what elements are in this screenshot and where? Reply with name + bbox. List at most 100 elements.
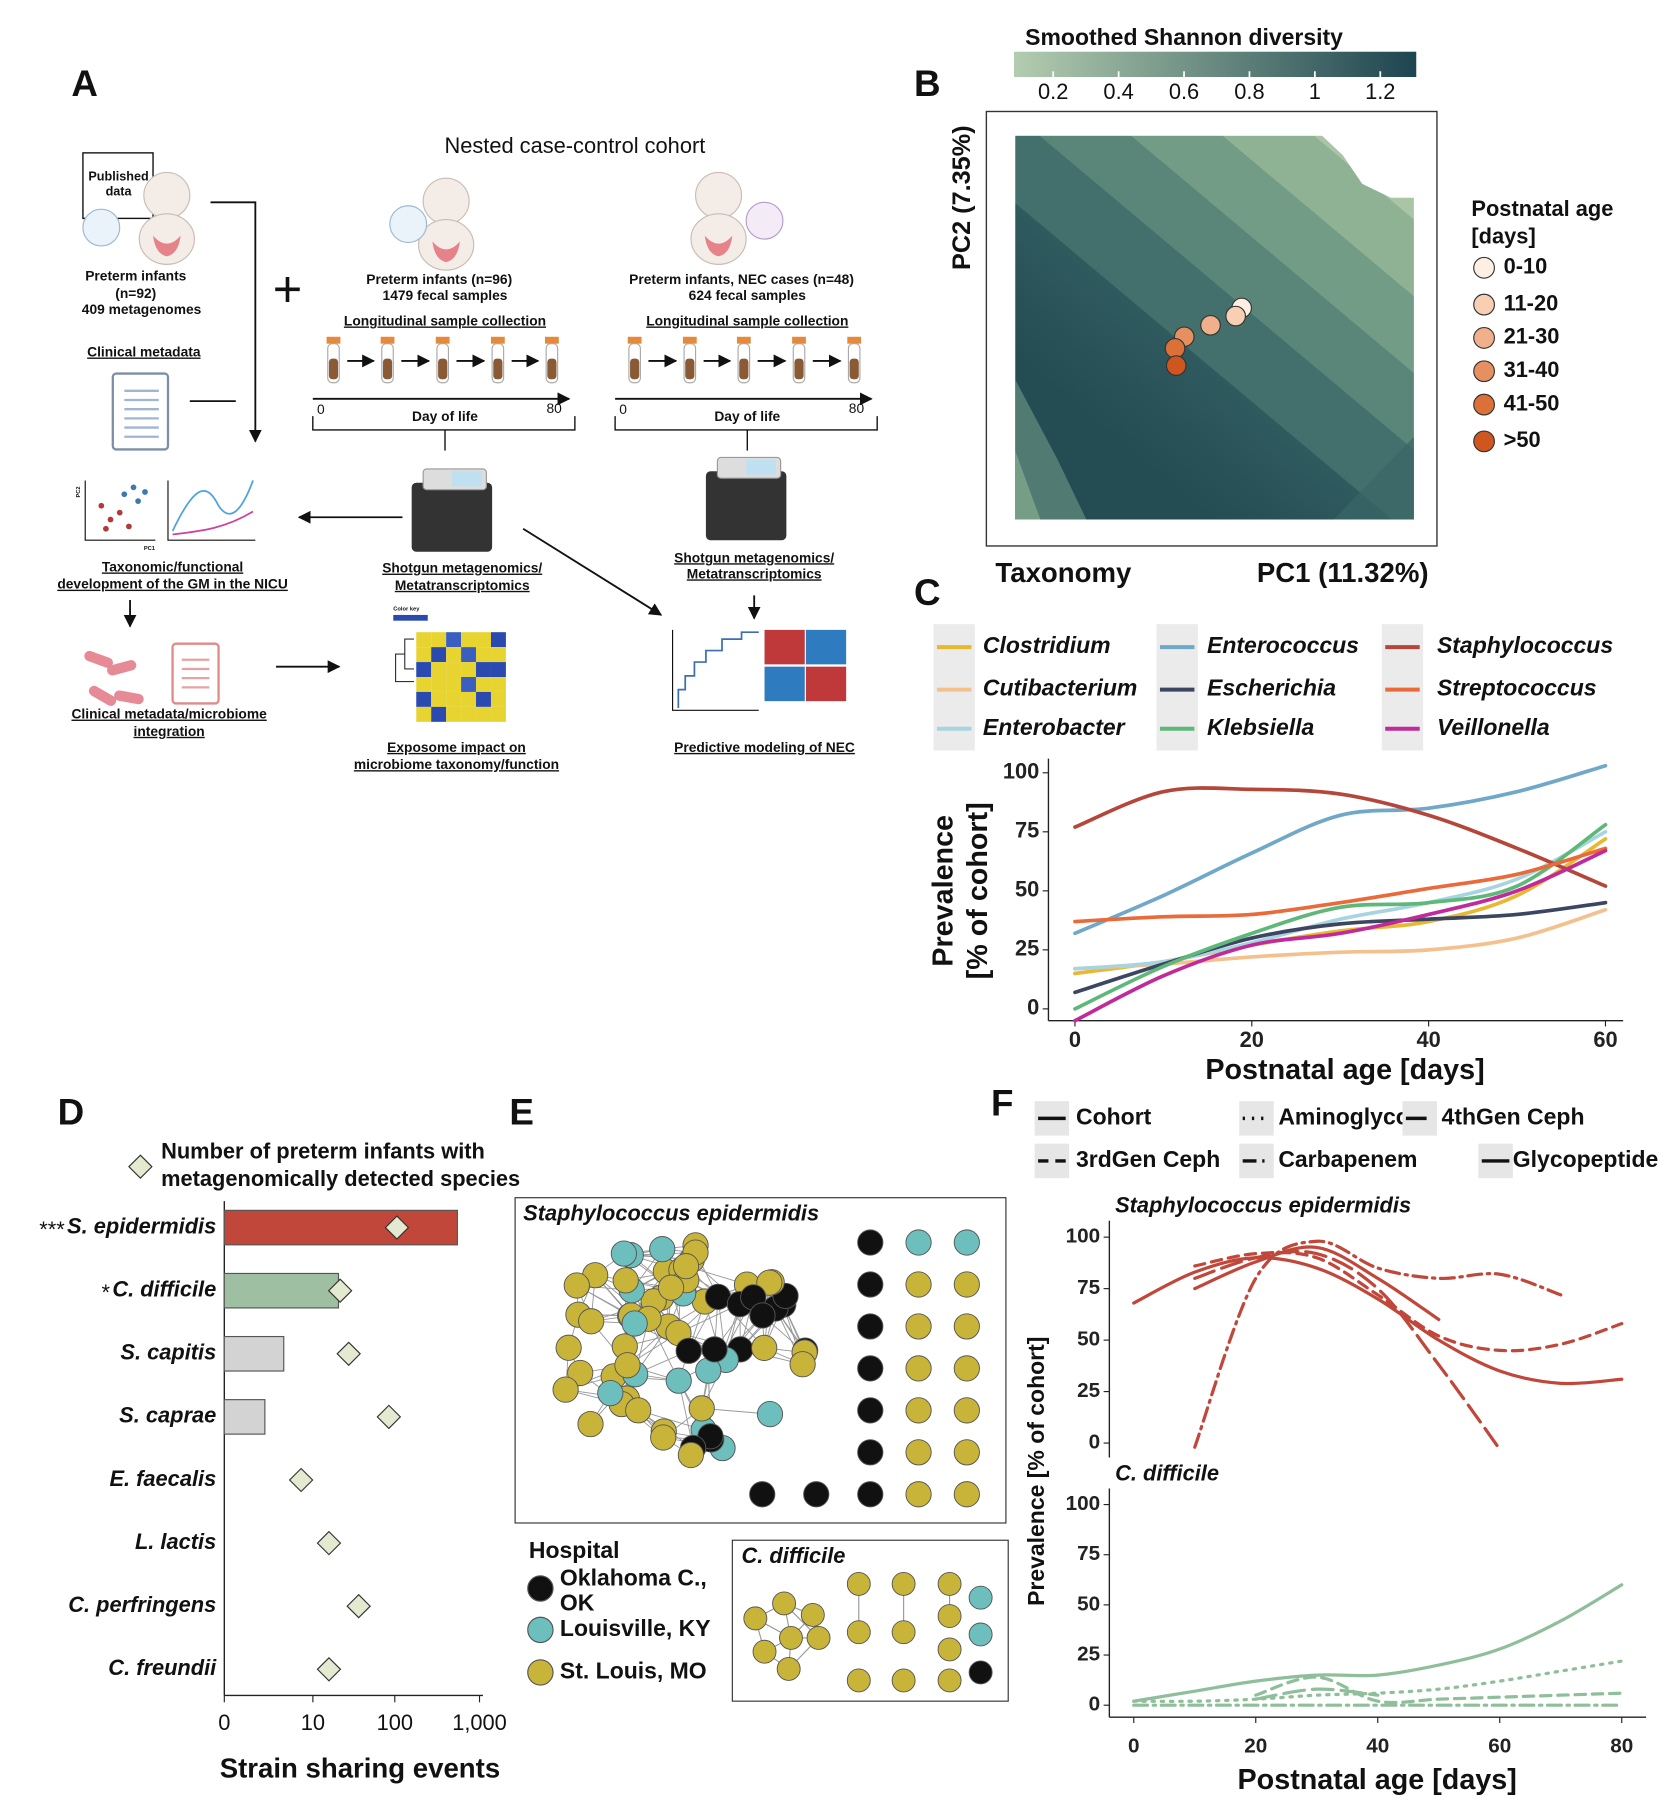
network-node — [846, 1571, 871, 1596]
icon-cell — [764, 629, 805, 665]
network-node — [953, 1313, 980, 1340]
tube-sample — [630, 358, 640, 380]
label: E. faecalis — [109, 1466, 216, 1491]
label: Cutibacterium — [983, 675, 1137, 701]
bar — [223, 1272, 340, 1309]
icon-curve — [171, 480, 254, 532]
label: [days] — [1471, 224, 1535, 249]
label: Enterococcus — [1207, 632, 1359, 658]
network-node — [612, 1267, 639, 1294]
tube-cap — [736, 336, 751, 344]
label: A — [71, 63, 98, 104]
icon-dot — [142, 489, 148, 495]
label: C. freundii — [108, 1655, 217, 1680]
series-line — [1073, 822, 1608, 1011]
tube-sample — [849, 358, 859, 380]
heatmap-cell — [416, 632, 432, 648]
infant-marker — [376, 1404, 402, 1430]
arrow — [522, 527, 663, 616]
colorbar — [1013, 51, 1417, 78]
label: Preterm infants (n=96) — [366, 272, 512, 287]
network-node — [688, 1395, 715, 1422]
heatmap-cell — [461, 706, 477, 722]
label: Number of preterm infants with — [161, 1139, 485, 1164]
label: Enterobacter — [983, 714, 1126, 740]
label: 100 — [1066, 1225, 1101, 1248]
label: Nested case-control cohort — [444, 133, 705, 158]
gut-icon — [153, 235, 181, 257]
network-node — [672, 1253, 700, 1280]
label: OK — [560, 1590, 595, 1616]
label: Clinical metadata — [87, 345, 201, 360]
network-node — [597, 1379, 624, 1407]
icon-cell — [805, 629, 847, 665]
network-node — [701, 1336, 728, 1363]
label: Veillonella — [1437, 714, 1550, 740]
tube-sample — [493, 358, 503, 380]
label: 4thGen Ceph — [1442, 1103, 1585, 1129]
label: Staphylococcus epidermidis — [1115, 1193, 1411, 1218]
network-node — [806, 1625, 831, 1650]
label: 0 — [619, 402, 627, 417]
label: L. lactis — [135, 1529, 216, 1554]
network-node — [649, 1236, 676, 1263]
network-node — [677, 1441, 704, 1469]
label: 1 — [1309, 79, 1321, 104]
network-node — [905, 1397, 932, 1424]
legend-marker — [1473, 393, 1495, 416]
bar — [223, 1335, 285, 1372]
label: Preterm infants, NEC cases (n=48) — [629, 272, 854, 287]
label: Shotgun metagenomics/ — [382, 561, 542, 576]
label: 100 — [377, 1710, 413, 1735]
heatmap-cell — [431, 632, 447, 648]
tube-cap — [435, 336, 450, 344]
legend-key-bg — [1156, 624, 1198, 751]
label: + — [273, 260, 303, 317]
label: Streptococcus — [1437, 675, 1597, 701]
label: Postnatal age [days] — [1205, 1054, 1484, 1086]
infant-marker — [384, 1215, 410, 1240]
label: E — [509, 1092, 534, 1133]
icon-dot — [103, 525, 109, 532]
heatmap-cell — [476, 691, 491, 707]
label: Clinical metadata/microbiome — [71, 707, 267, 722]
series-line — [1254, 1687, 1380, 1701]
sequencer — [411, 482, 493, 552]
label: C. difficile — [1115, 1460, 1219, 1485]
label: 25 — [1077, 1379, 1100, 1402]
network-node — [968, 1660, 993, 1685]
infant-marker — [327, 1278, 353, 1303]
series-line — [1193, 1250, 1624, 1353]
legend-marker — [1473, 327, 1495, 349]
infant-marker — [346, 1593, 371, 1619]
microbe-icon — [389, 205, 428, 244]
contour — [1015, 135, 1414, 520]
infant-marker — [316, 1657, 342, 1682]
legend-marker — [1473, 360, 1495, 383]
label: Shotgun metagenomics/ — [674, 550, 834, 565]
series-line — [1073, 846, 1608, 924]
decoration — [672, 629, 759, 711]
network-node — [953, 1397, 980, 1424]
baby-icon — [694, 171, 743, 219]
label: metagenomically detected species — [161, 1166, 520, 1191]
heatmap-cell — [416, 691, 432, 707]
label: 50 — [1077, 1328, 1100, 1351]
label: 20 — [1244, 1735, 1267, 1758]
baby-icon — [422, 177, 470, 225]
heatmap-cell — [446, 662, 462, 678]
heatmap-cell — [416, 706, 432, 722]
label: Postnatal age [days] — [1238, 1764, 1517, 1796]
label: data — [106, 184, 133, 198]
network-node — [857, 1439, 884, 1466]
legend-key-bg — [1381, 624, 1424, 751]
network-node — [857, 1313, 884, 1340]
heatmap-cell — [446, 706, 462, 722]
decoration — [84, 480, 156, 541]
tube-cap — [380, 336, 395, 344]
label: 0 — [317, 402, 325, 417]
series-line — [1193, 1239, 1563, 1449]
network-node — [891, 1668, 916, 1693]
network-node — [704, 1283, 732, 1310]
